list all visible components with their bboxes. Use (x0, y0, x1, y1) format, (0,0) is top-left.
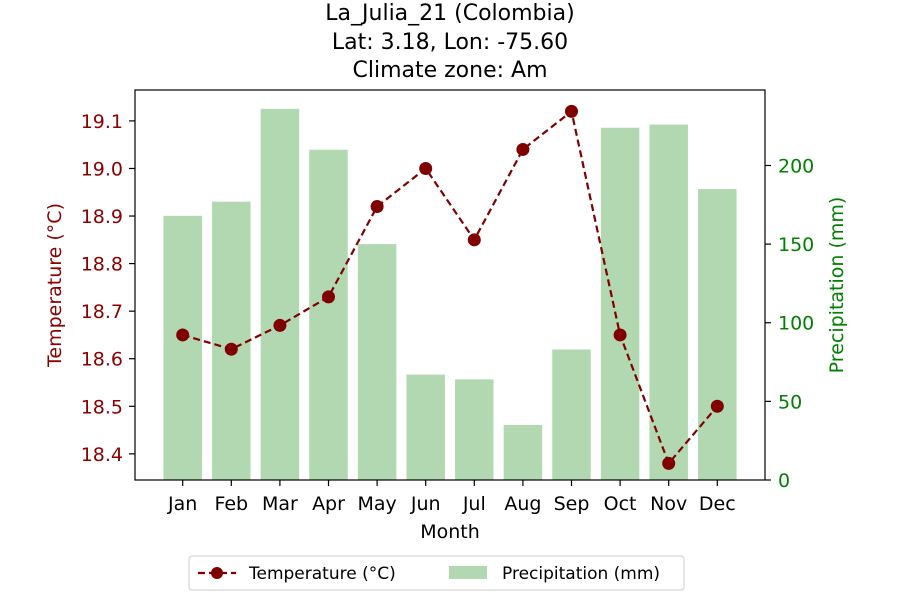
x-tick-label-dec: Dec (699, 493, 736, 515)
precipitation-bar-mar (260, 108, 300, 480)
x-axis-label: Month (420, 521, 480, 543)
temperature-point-feb (224, 342, 238, 356)
temperature-point-dec (710, 399, 724, 413)
precipitation-bar-jul (455, 379, 494, 480)
y-right-tick-label: 100 (778, 313, 814, 335)
legend-frame (188, 555, 685, 591)
temperature-point-sep (565, 104, 578, 118)
y-right-tick-label: 0 (778, 470, 790, 492)
chart-title-line-3: Climate zone: Am (352, 58, 547, 83)
x-tick-label-mar: Mar (262, 493, 298, 515)
precipitation-bar-apr (309, 149, 348, 481)
y-left-tick-label: 19.1 (81, 111, 123, 133)
chart-title-line-1: La_Julia_21 (Colombia) (325, 1, 574, 26)
precipitation-bar-aug (503, 424, 543, 480)
y-left-tick-label: 18.7 (81, 301, 123, 323)
x-tick-label-jun: Jun (410, 493, 441, 515)
x-tick-label-sep: Sep (554, 493, 590, 515)
x-tick-label-jan: Jan (167, 493, 197, 515)
x-tick-label-aug: Aug (504, 493, 541, 515)
chart-title: La_Julia_21 (Colombia) Lat: 3.18, Lon: -… (325, 1, 574, 83)
legend-temperature-label: Temperature (°C) (248, 564, 396, 584)
x-tick-label-jul: Jul (462, 493, 486, 515)
x-tick-label-oct: Oct (604, 493, 637, 515)
temperature-point-nov (662, 456, 676, 470)
temperature-point-jan (176, 328, 190, 342)
temperature-point-oct (613, 328, 627, 342)
precipitation-bar-may (357, 244, 397, 480)
x-axis-ticks: Jan Feb Mar Apr May Jun Jul Aug Sep Oct Nov Dec (167, 480, 736, 515)
x-tick-label-apr: Apr (312, 493, 345, 515)
y-axis-right-label: Precipitation (mm) (826, 197, 848, 374)
temperature-point-apr (322, 290, 335, 304)
y-left-tick-label: 18.4 (81, 444, 123, 466)
chart-title-line-2: Lat: 3.18, Lon: -75.60 (332, 30, 568, 55)
y-left-tick-label: 18.8 (81, 254, 123, 276)
x-tick-label-nov: Nov (650, 493, 687, 515)
precipitation-bar-oct (600, 127, 640, 480)
legend: Temperature (°C) Precipitation (mm) (188, 555, 685, 591)
precipitation-bar-jan (163, 215, 202, 480)
precipitation-bar-dec (698, 189, 737, 481)
y-axis-left-label: Temperature (°C) (44, 203, 66, 368)
y-axis-left-ticks: 18.4 18.5 18.6 18.7 18.8 18.9 19.0 19.1 (81, 111, 135, 466)
x-tick-label-may: May (357, 493, 396, 515)
x-tick-label-feb: Feb (214, 493, 248, 515)
precipitation-bars (163, 108, 737, 481)
temperature-series-line (182, 109, 719, 466)
precipitation-bar-jun (406, 374, 445, 480)
y-left-tick-label: 18.5 (81, 396, 123, 418)
temperature-point-mar (273, 318, 287, 332)
y-right-tick-label: 150 (778, 234, 814, 256)
legend-temperature-swatch-marker (211, 567, 223, 579)
temperature-point-jun (419, 161, 433, 175)
y-left-tick-label: 18.9 (81, 206, 123, 228)
legend-precipitation-label: Precipitation (mm) (502, 564, 660, 584)
y-right-tick-label: 50 (778, 391, 802, 413)
precipitation-bar-feb (212, 201, 251, 480)
y-left-tick-label: 19.0 (81, 158, 123, 180)
plot-frame (134, 89, 766, 481)
y-axis-right-ticks: 0 50 100 150 200 (765, 155, 814, 492)
y-right-tick-label: 200 (778, 155, 814, 177)
precipitation-bar-sep (552, 349, 591, 480)
temperature-line (176, 104, 724, 470)
legend-precipitation-swatch (449, 566, 487, 579)
y-left-tick-label: 18.6 (81, 349, 123, 371)
precipitation-bar-nov (649, 124, 688, 480)
temperature-point-may (370, 200, 384, 214)
temperature-point-aug (516, 142, 530, 156)
temperature-point-jul (467, 233, 481, 247)
